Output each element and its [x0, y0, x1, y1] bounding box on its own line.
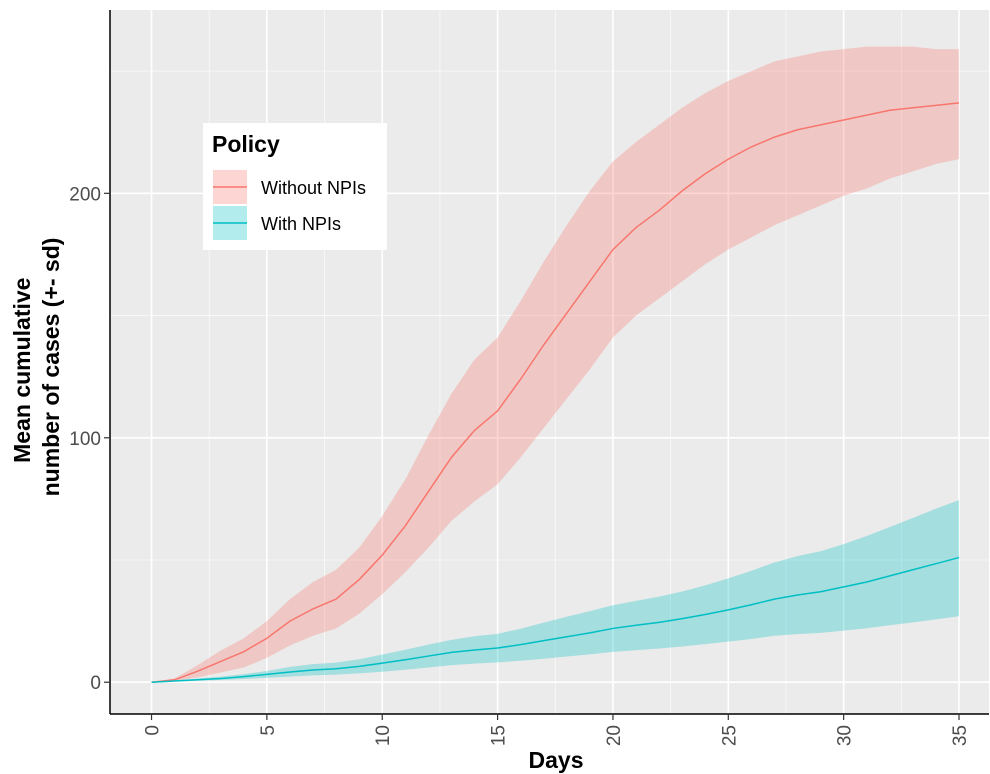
x-axis-title: Days: [529, 747, 584, 773]
x-tick-label: 15: [489, 725, 510, 746]
y-tick-label: 200: [69, 184, 101, 205]
x-tick-label: 0: [143, 725, 164, 736]
y-tick-label: 100: [69, 429, 101, 450]
legend-label-with-npis: With NPIs: [261, 214, 341, 234]
ribbon-bands: [151, 46, 960, 683]
y-axis-title-line-1: Mean cumulative: [9, 278, 35, 463]
legend-label-without-npis: Without NPIs: [261, 178, 366, 198]
x-tick-label: 5: [258, 725, 279, 736]
x-tick-label: 25: [719, 725, 740, 746]
y-tick-label: 0: [90, 673, 101, 694]
y-axis-ticks: 0 100 200: [69, 184, 110, 694]
series-lines: [151, 102, 960, 683]
x-tick-label: 35: [950, 725, 971, 746]
line-without-npis: [151, 102, 960, 683]
band-without-npis: [151, 46, 960, 683]
y-axis-title-line-2: number of cases (+- sd): [38, 238, 64, 497]
x-tick-label: 30: [835, 725, 856, 746]
y-axis-title: Mean cumulative number of cases (+- sd): [9, 238, 64, 497]
legend-title: Policy: [212, 131, 280, 157]
line-with-npis: [151, 556, 960, 683]
x-tick-label: 20: [604, 725, 625, 746]
x-axis-ticks: 0 5 10 15 20 25 30 35: [143, 714, 971, 746]
x-tick-label: 10: [373, 725, 394, 746]
band-with-npis: [151, 500, 960, 683]
legend: Policy Without NPIs With NPIs: [203, 123, 387, 250]
minor-grid: [110, 10, 989, 714]
